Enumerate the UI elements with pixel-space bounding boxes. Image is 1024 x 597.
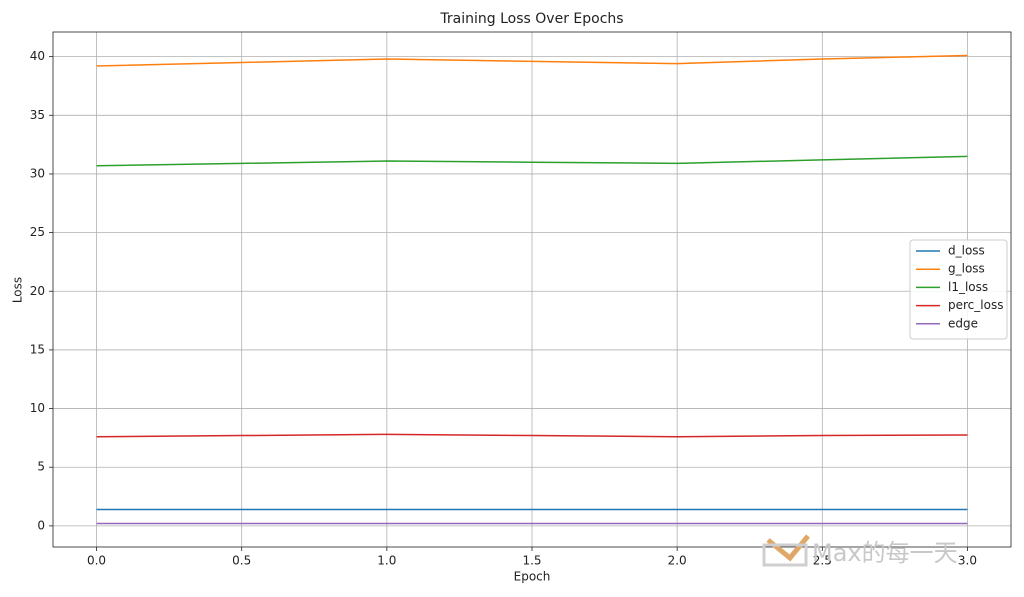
y-tick-label: 5 [37,460,45,474]
line-series [96,433,968,438]
legend-label: l1_loss [948,280,988,294]
watermark: Max的每一天 [812,539,958,567]
y-tick-label: 35 [30,108,45,122]
legend-box [909,239,1008,340]
x-tick-label: 2.5 [813,554,832,568]
x-tick-label: 0.0 [87,554,106,568]
legend-label: perc_loss [948,298,1003,312]
legend-label: d_loss [948,244,985,258]
y-tick-label: 10 [30,401,45,415]
y-axis-label: Loss [11,277,25,303]
x-tick-label: 2.0 [668,554,687,568]
watermark-logo [762,534,810,567]
line-series [96,54,968,67]
legend-label: g_loss [948,262,985,276]
x-tick-label: 0.5 [232,554,251,568]
y-tick-label: 40 [30,49,45,63]
watermark-box [762,543,808,567]
y-tick-label: 30 [30,166,45,180]
chart-title: Training Loss Over Epochs [439,11,623,27]
x-axis-label: Epoch [514,570,551,584]
x-tick-label: 1.5 [522,554,541,568]
y-tick-label: 15 [30,342,45,356]
line-series [96,155,968,167]
y-tick-label: 20 [30,284,45,298]
legend-label: edge [948,316,978,330]
plot-frame [52,31,1012,548]
x-tick-label: 3.0 [958,554,977,568]
y-tick-label: 25 [30,225,45,239]
x-tick-label: 1.0 [377,554,396,568]
y-tick-label: 0 [37,518,45,532]
